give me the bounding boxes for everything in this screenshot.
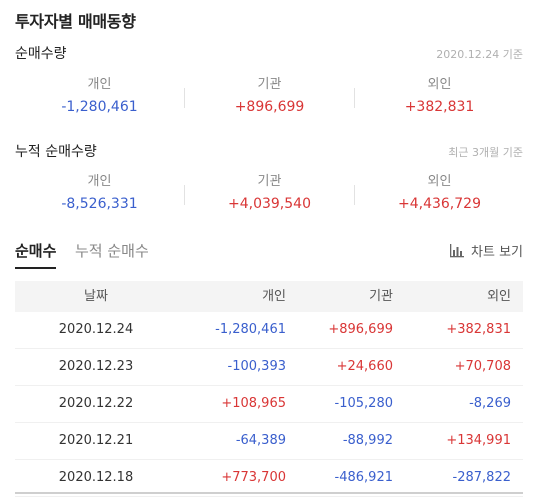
cum-qty-indiv-value: -8,526,331 <box>61 196 138 212</box>
row-indiv: -1,280,461 <box>215 322 286 337</box>
net-qty-foreign-label: 외인 <box>427 77 452 92</box>
header-foreign: 외인 <box>487 289 511 304</box>
net-qty-indiv-label: 개인 <box>87 77 112 92</box>
net-qty-foreign-value: +382,831 <box>404 99 475 115</box>
bar-chart-icon <box>450 244 465 258</box>
row-date: 2020.12.22 <box>58 396 134 411</box>
table-row: 2020.12.18 +773,700 -486,921 -287,822 <box>15 460 523 497</box>
cum-qty-foreign-value: +4,436,729 <box>398 196 481 212</box>
net-qty-inst-label: 기관 <box>257 77 282 92</box>
cum-qty-summary: 개인 -8,526,331 기관 +4,039,540 외인 +4,436,72… <box>15 173 523 219</box>
cum-qty-title: 누적 순매수량 <box>15 144 97 160</box>
cum-qty-inst-value: +4,039,540 <box>228 196 311 212</box>
row-date: 2020.12.21 <box>58 433 134 448</box>
net-qty-date-note: 2020.12.24 기준 <box>436 48 523 61</box>
view-chart-label: 차트 보기 <box>471 245 523 260</box>
page-title: 투자자별 매매동향 <box>15 12 136 31</box>
row-foreign: +134,991 <box>446 433 511 448</box>
row-foreign: -8,269 <box>469 396 511 411</box>
divider <box>184 185 185 205</box>
table-row: 2020.12.24 -1,280,461 +896,699 +382,831 <box>15 312 523 349</box>
row-date: 2020.12.23 <box>58 359 134 374</box>
cum-qty-indiv-label: 개인 <box>87 174 112 189</box>
cum-qty-inst-label: 기관 <box>257 174 282 189</box>
cum-qty-date-note: 최근 3개월 기준 <box>448 146 523 159</box>
net-qty-indiv: 개인 -1,280,461 <box>15 76 184 122</box>
header-date: 날짜 <box>84 289 108 304</box>
divider <box>354 185 355 205</box>
tab-active-underline <box>15 267 57 269</box>
tab-net-buy[interactable]: 순매수 <box>15 240 57 269</box>
row-inst: +24,660 <box>336 359 393 374</box>
net-qty-inst-value: +896,699 <box>234 99 305 115</box>
header-indiv: 개인 <box>262 289 286 304</box>
row-date: 2020.12.18 <box>58 470 134 485</box>
table-row: 2020.12.21 -64,389 -88,992 +134,991 <box>15 423 523 460</box>
cum-qty-foreign-label: 외인 <box>427 174 452 189</box>
row-indiv: -64,389 <box>235 433 286 448</box>
table-bottom-border <box>15 492 523 494</box>
cum-qty-indiv: 개인 -8,526,331 <box>15 173 184 219</box>
divider <box>184 88 185 108</box>
row-inst: +896,699 <box>328 322 393 337</box>
net-qty-title: 순매수량 <box>15 46 67 62</box>
divider <box>354 88 355 108</box>
header-inst: 기관 <box>369 289 393 304</box>
row-foreign: +382,831 <box>446 322 511 337</box>
row-indiv: +773,700 <box>221 470 286 485</box>
net-qty-foreign: 외인 +382,831 <box>355 76 524 122</box>
tab-cumulative-net-buy[interactable]: 누적 순매수 <box>75 240 149 261</box>
tab-bar: 순매수 누적 순매수 차트 보기 <box>15 238 523 269</box>
table-row: 2020.12.23 -100,393 +24,660 +70,708 <box>15 349 523 386</box>
row-indiv: +108,965 <box>221 396 286 411</box>
tab-cumulative-net-buy-label: 누적 순매수 <box>75 242 149 260</box>
row-foreign: -287,822 <box>452 470 511 485</box>
view-chart-button[interactable]: 차트 보기 <box>449 241 523 260</box>
net-qty-indiv-value: -1,280,461 <box>61 99 138 115</box>
row-foreign: +70,708 <box>454 359 511 374</box>
table-row: 2020.12.22 +108,965 -105,280 -8,269 <box>15 386 523 423</box>
row-inst: -88,992 <box>342 433 393 448</box>
cum-qty-header: 누적 순매수량 최근 3개월 기준 <box>15 141 523 161</box>
net-qty-summary: 개인 -1,280,461 기관 +896,699 외인 +382,831 <box>15 76 523 122</box>
net-qty-header: 순매수량 2020.12.24 기준 <box>15 43 523 63</box>
row-indiv: -100,393 <box>227 359 286 374</box>
cum-qty-foreign: 외인 +4,436,729 <box>355 173 524 219</box>
investor-trade-table: 날짜 개인 기관 외인 2020.12.24 -1,280,461 +896,6… <box>15 281 523 497</box>
net-qty-inst: 기관 +896,699 <box>185 76 354 122</box>
row-inst: -486,921 <box>334 470 393 485</box>
tab-net-buy-label: 순매수 <box>15 242 57 260</box>
row-date: 2020.12.24 <box>58 322 134 337</box>
row-inst: -105,280 <box>334 396 393 411</box>
cum-qty-inst: 기관 +4,039,540 <box>185 173 354 219</box>
table-header: 날짜 개인 기관 외인 <box>15 281 523 312</box>
